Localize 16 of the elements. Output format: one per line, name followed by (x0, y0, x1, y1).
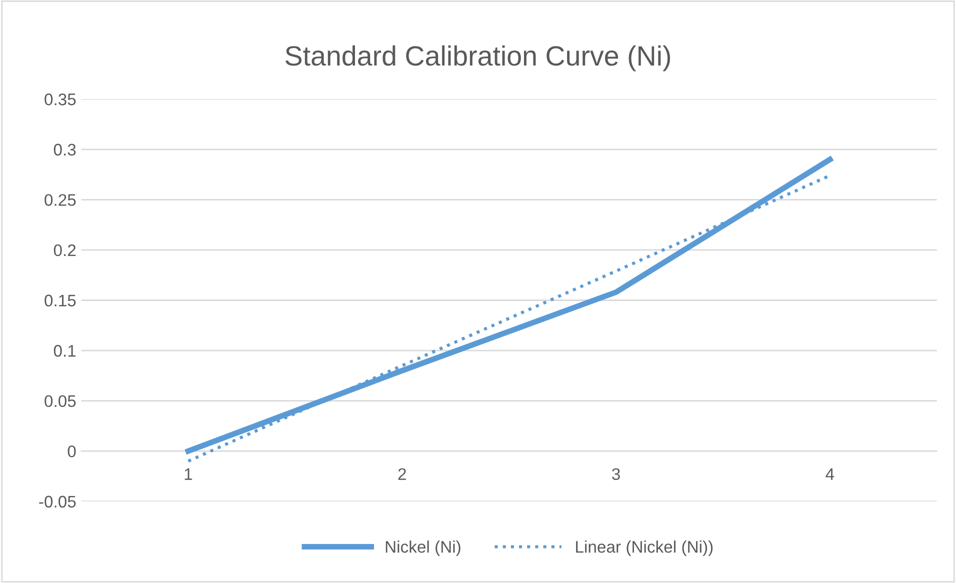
legend-label: Linear (Nickel (Ni)) (576, 540, 713, 556)
x-tick-label: 3 (612, 468, 620, 480)
legend-label: Nickel (Ni) (386, 540, 460, 556)
y-tick-label: 0.1 (54, 344, 76, 357)
y-tick-label: -0.05 (39, 496, 76, 508)
x-tick-label: 1 (184, 468, 192, 480)
y-tick-label: 0.35 (44, 94, 76, 106)
y-tick-label: 0 (68, 445, 76, 458)
y-tick-label: 0.25 (44, 194, 76, 206)
chart-title: Standard Calibration Curve (Ni) (286, 45, 670, 72)
y-tick-label: 0.2 (54, 244, 76, 256)
y-tick-label: 0.05 (44, 395, 76, 408)
x-tick-label: 2 (398, 468, 406, 480)
x-tick-label: 4 (826, 468, 834, 480)
y-tick-label: 0.3 (54, 144, 76, 156)
y-tick-label: 0.15 (44, 294, 76, 306)
